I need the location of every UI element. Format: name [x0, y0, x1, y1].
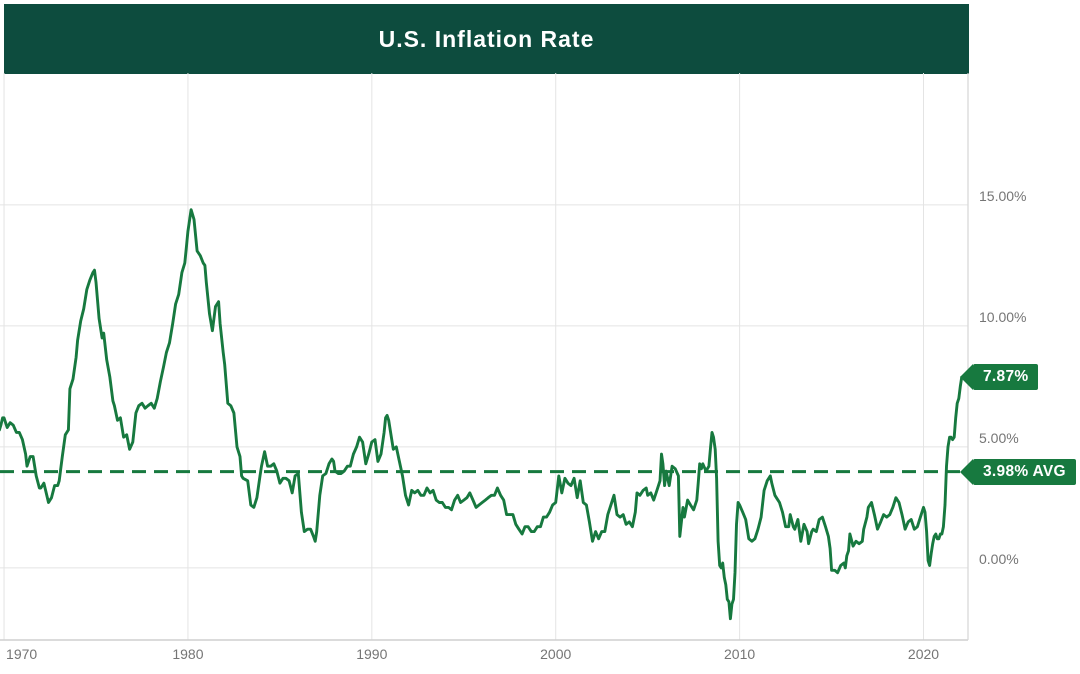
- average-value-badge: 3.98% AVG: [960, 458, 1076, 485]
- chart-title-bar: U.S. Inflation Rate: [4, 4, 969, 74]
- average-value-label: 3.98% AVG: [973, 458, 1076, 485]
- badge-arrow-left-icon: [960, 458, 973, 485]
- current-value-badge: 7.87%: [960, 364, 1039, 391]
- chart-title: U.S. Inflation Rate: [378, 25, 595, 52]
- current-value-label: 7.87%: [973, 364, 1039, 391]
- gridlines: [0, 73, 968, 640]
- badge-arrow-left-icon: [960, 364, 973, 391]
- inflation-line: [0, 208, 964, 621]
